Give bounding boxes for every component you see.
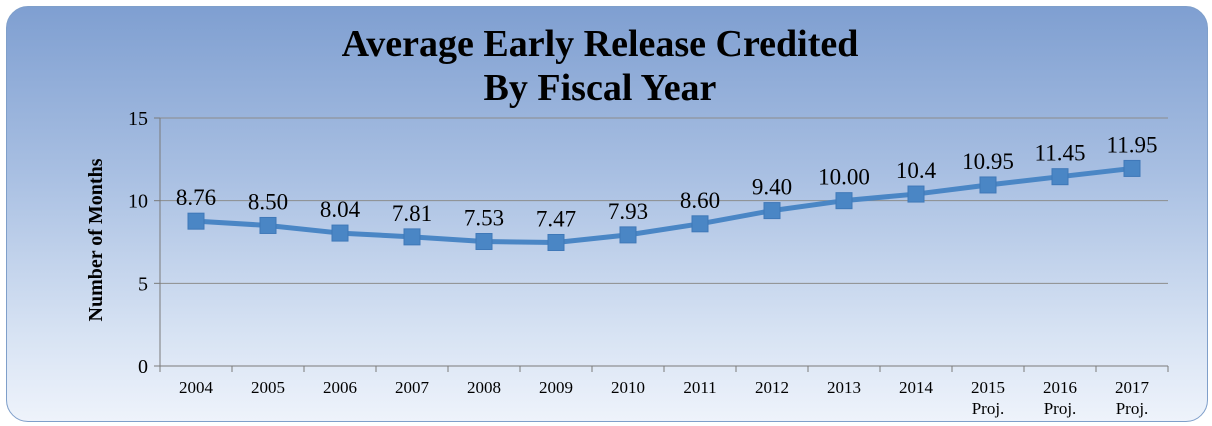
data-label: 11.95 <box>1107 132 1158 157</box>
axes <box>154 117 1169 372</box>
data-point <box>619 226 637 244</box>
chart-frame <box>6 6 1208 422</box>
y-tick-label: 5 <box>138 273 148 295</box>
data-point <box>547 233 565 251</box>
y-tick-label: 0 <box>138 356 148 378</box>
data-point <box>979 176 997 194</box>
data-label: 11.45 <box>1035 141 1086 166</box>
data-label: 8.76 <box>176 185 216 210</box>
data-label: 9.40 <box>752 175 792 200</box>
data-point <box>259 216 277 234</box>
data-point <box>907 185 925 203</box>
x-tick-label: 2015 <box>971 378 1005 397</box>
data-point <box>187 212 205 230</box>
gridlines <box>160 117 1168 284</box>
tick-labels: 0 5 10 15 2004 2005 2006 2007 2008 2009 2010 2011 20… <box>128 108 1150 418</box>
x-tick-label: 2012 <box>755 378 789 397</box>
x-tick-label: 2016 <box>1043 378 1077 397</box>
x-tick-label: 2014 <box>899 378 934 397</box>
data-labels: 8.76 8.50 8.04 7.81 7.53 7.47 7.93 8.60 9.40 10.0… <box>176 132 1158 231</box>
data-label: 10.00 <box>818 165 870 190</box>
y-tick-label: 15 <box>128 108 148 130</box>
y-axis-label: Number of Months <box>85 158 107 321</box>
y-tick-label: 10 <box>128 191 148 213</box>
data-point <box>403 228 421 246</box>
data-markers <box>187 159 1141 251</box>
x-tick-label: 2011 <box>683 378 716 397</box>
data-label: 7.93 <box>608 199 648 224</box>
x-tick-label: 2004 <box>179 378 214 397</box>
x-tick-label: 2009 <box>539 378 573 397</box>
data-label: 8.04 <box>320 197 361 222</box>
chart-title: Average Early Release Credited <box>341 23 859 65</box>
data-label: 7.81 <box>392 201 432 226</box>
x-tick-label: 2008 <box>467 378 501 397</box>
data-point <box>331 224 349 242</box>
data-label: 8.50 <box>248 189 288 214</box>
x-tick-label-note: Proj. <box>1116 399 1149 418</box>
data-label: 10.95 <box>962 149 1014 174</box>
data-point <box>475 233 493 251</box>
series-polyline <box>195 165 1133 245</box>
data-label: 8.60 <box>680 188 720 213</box>
x-tick-label-note: Proj. <box>972 399 1005 418</box>
data-point <box>1123 159 1141 177</box>
data-label: 10.4 <box>896 158 937 183</box>
data-point <box>691 215 709 233</box>
data-label: 7.47 <box>536 206 576 231</box>
data-point <box>1051 168 1069 186</box>
data-point <box>763 202 781 220</box>
x-tick-label: 2005 <box>251 378 285 397</box>
x-tick-label: 2007 <box>395 378 430 397</box>
chart-subtitle: By Fiscal Year <box>483 67 717 109</box>
data-label: 7.53 <box>464 206 504 231</box>
x-tick-label-note: Proj. <box>1044 399 1077 418</box>
x-tick-label: 2013 <box>827 378 861 397</box>
x-tick-label: 2010 <box>611 378 645 397</box>
data-point <box>835 192 853 210</box>
series-line <box>195 165 1133 245</box>
x-tick-label: 2006 <box>323 378 357 397</box>
x-tick-label: 2017 <box>1115 378 1150 397</box>
